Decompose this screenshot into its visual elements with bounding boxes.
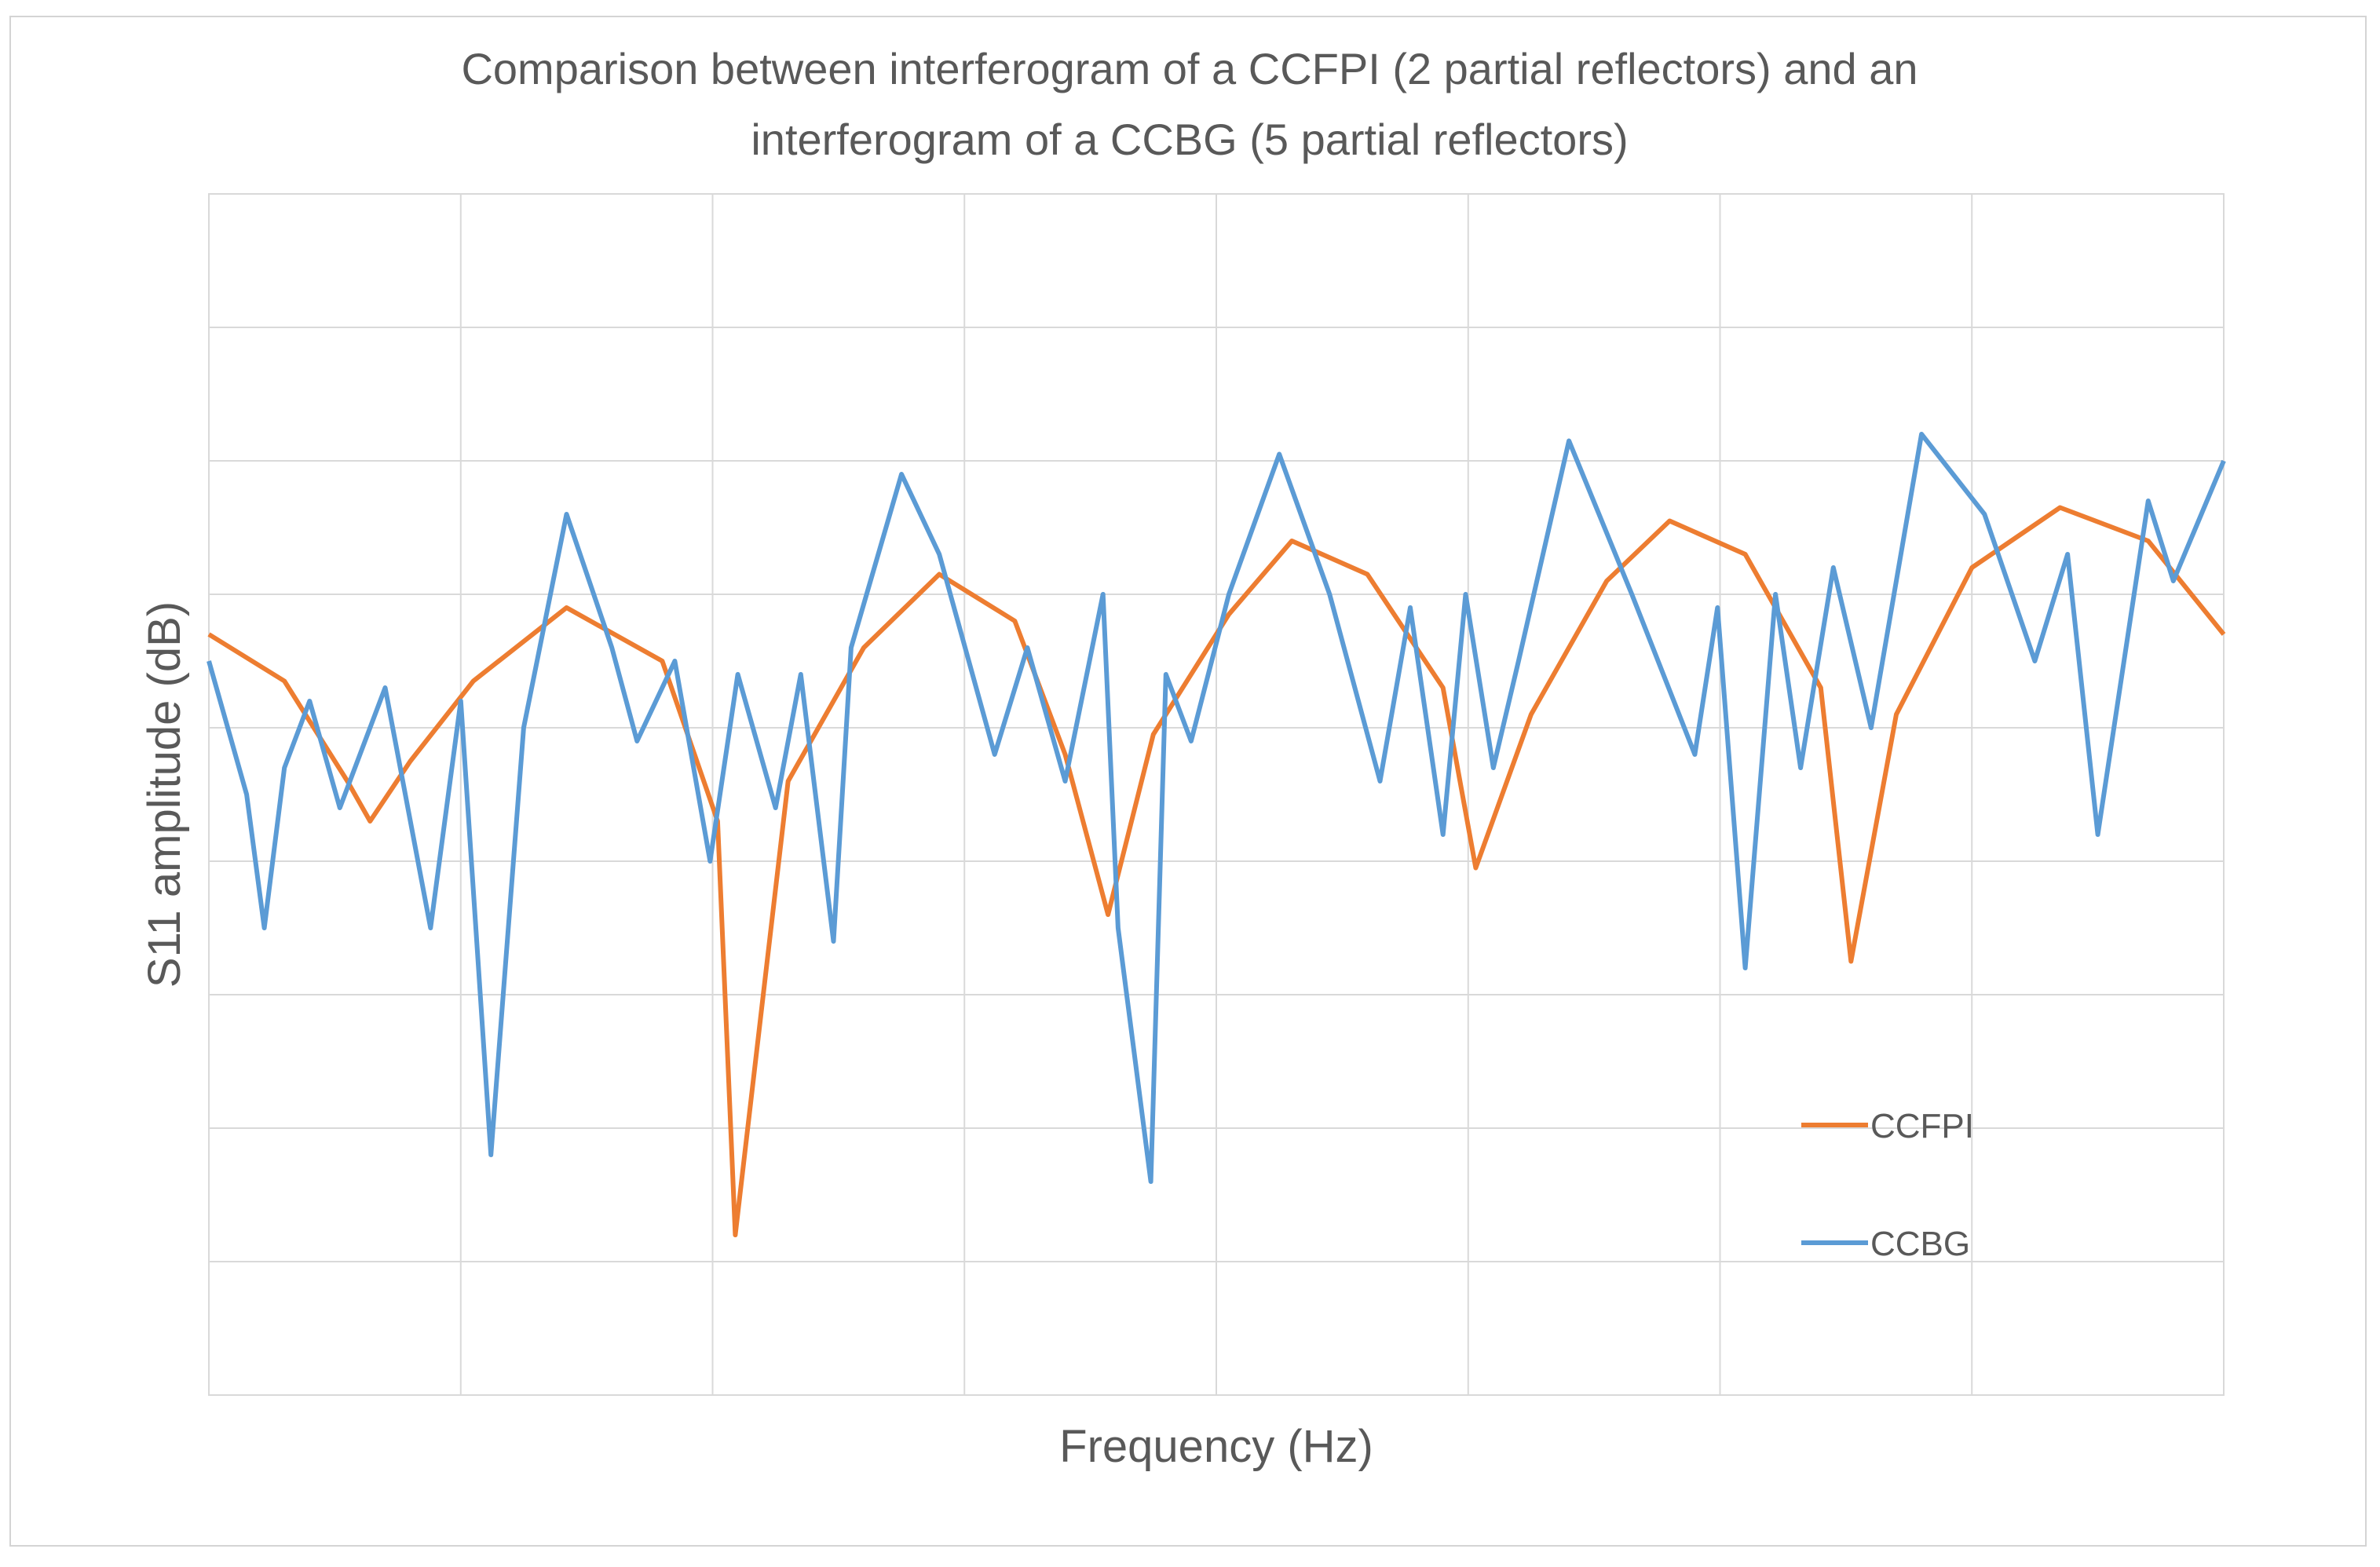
series-group xyxy=(207,432,2226,1237)
grid xyxy=(209,194,2224,1395)
series-line-ccbg xyxy=(207,432,2226,1184)
plot-area xyxy=(208,193,2225,1396)
legend: CCFPI CCBG xyxy=(1801,1107,1974,1263)
legend-label-ccfpi: CCFPI xyxy=(1870,1107,1974,1145)
chart: Comparison between interferogram of a CC… xyxy=(139,44,2226,1472)
chart-frame: Comparison between interferogram of a CC… xyxy=(9,16,2367,1547)
legend-label-ccbg: CCBG xyxy=(1870,1225,1970,1263)
chart-title-line-1: Comparison between interferogram of a CC… xyxy=(461,44,1918,93)
chart-title-line-2: interferogram of a CCBG (5 partial refle… xyxy=(751,115,1628,164)
x-axis-label: Frequency (Hz) xyxy=(1059,1421,1373,1472)
y-axis-label: S11 amplitude (dB) xyxy=(139,601,190,988)
series-line-ccfpi xyxy=(207,505,2226,1237)
